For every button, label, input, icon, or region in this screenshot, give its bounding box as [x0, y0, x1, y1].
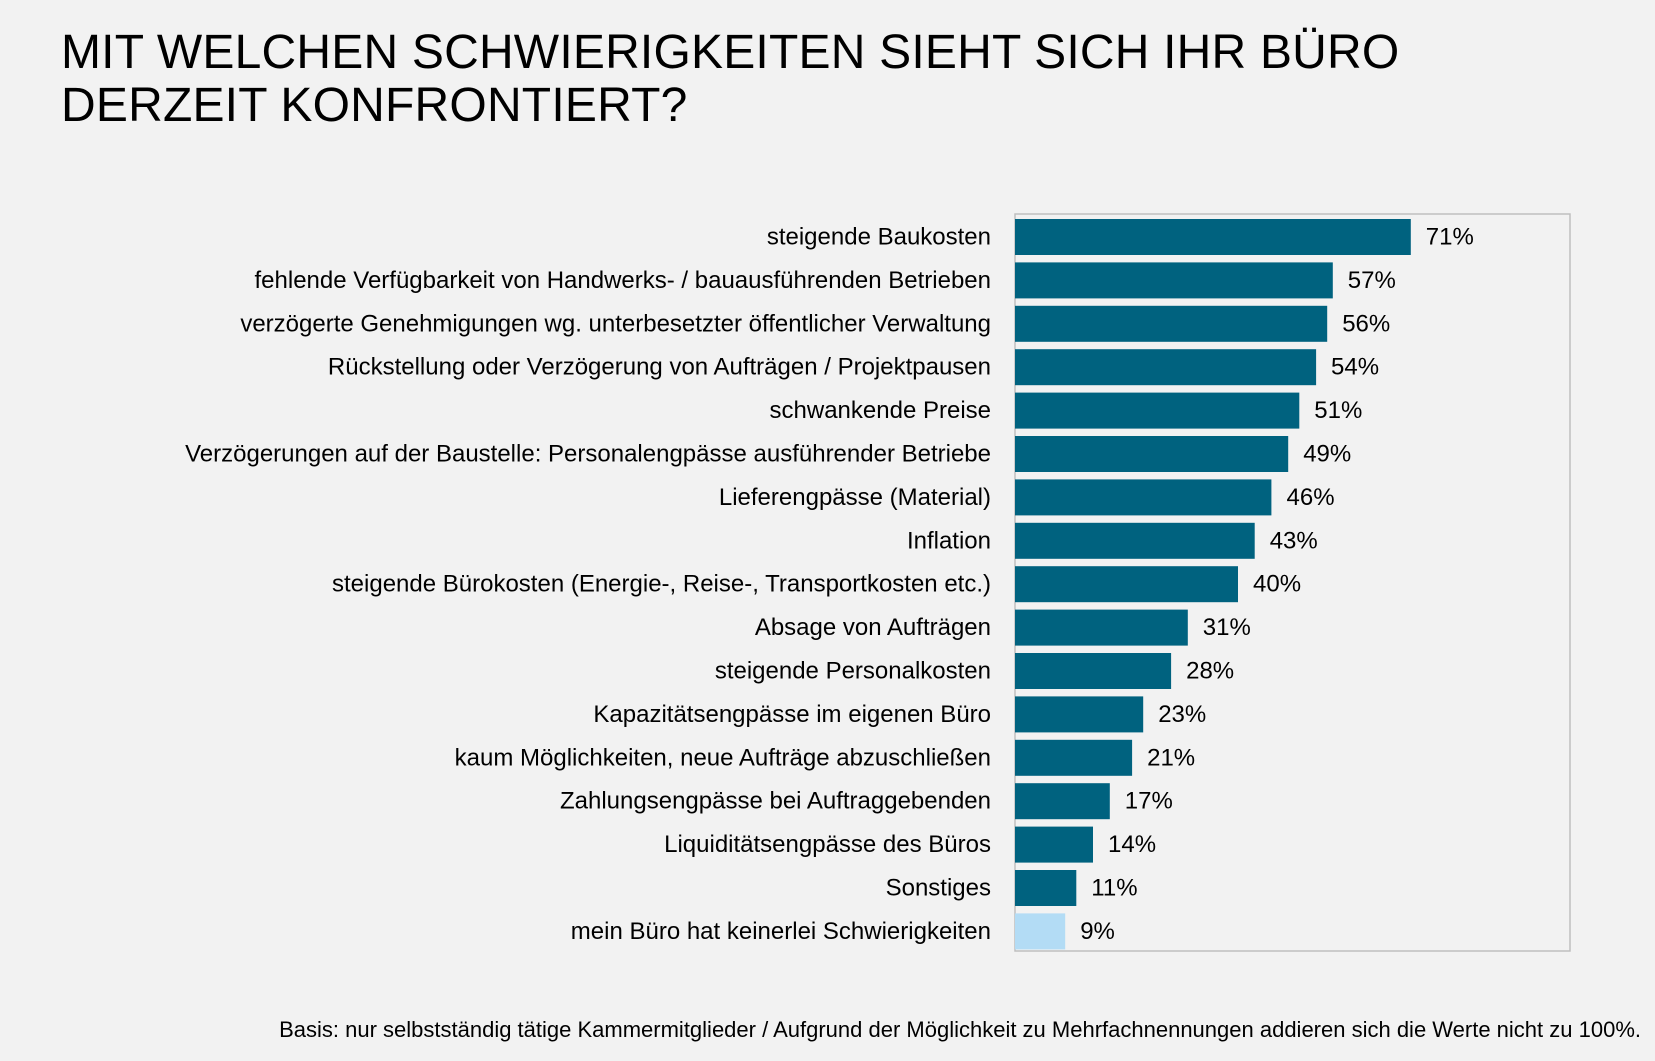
bar: [1015, 566, 1238, 603]
bar: [1015, 609, 1188, 646]
bars-group: [1015, 219, 1411, 950]
chart-title-line-2: DERZEIT KONFRONTIERT?: [61, 79, 688, 132]
category-label: steigende Bürokosten (Energie-, Reise-, …: [332, 571, 991, 598]
bar: [1015, 913, 1066, 950]
value-label: 54%: [1331, 354, 1379, 381]
value-label: 9%: [1080, 918, 1115, 945]
category-label: schwankende Preise: [770, 397, 991, 424]
category-label: mein Büro hat keinerlei Schwierigkeiten: [571, 918, 991, 945]
bar: [1015, 349, 1317, 386]
value-label: 28%: [1186, 658, 1234, 685]
value-label: 49%: [1303, 441, 1351, 468]
category-label: Lieferengpässe (Material): [719, 484, 991, 511]
category-label: verzögerte Genehmigungen wg. unterbesetz…: [240, 310, 991, 337]
value-label: 40%: [1253, 571, 1301, 598]
bar: [1015, 870, 1077, 906]
value-label: 43%: [1270, 527, 1318, 554]
bar: [1015, 479, 1272, 516]
value-label: 46%: [1287, 484, 1335, 511]
category-label: Zahlungsengpässe bei Auftraggebenden: [560, 788, 991, 815]
category-label: Kapazitätsengpässe im eigenen Büro: [593, 701, 991, 728]
category-label: Rückstellung oder Verzögerung von Aufträ…: [328, 354, 991, 381]
bar: [1015, 653, 1172, 689]
category-label: Sonstiges: [886, 875, 991, 902]
value-label: 31%: [1203, 614, 1251, 641]
bar: [1015, 696, 1144, 733]
bar: [1015, 219, 1411, 255]
value-label: 14%: [1108, 831, 1156, 858]
bar: [1015, 739, 1133, 776]
bar: [1015, 262, 1333, 299]
bar: [1015, 522, 1255, 559]
category-label: steigende Baukosten: [767, 224, 991, 251]
chart-title-line-1: MIT WELCHEN SCHWIERIGKEITEN SIEHT SICH I…: [61, 26, 1400, 79]
value-label: 51%: [1314, 397, 1362, 424]
bar: [1015, 783, 1110, 820]
bar: [1015, 305, 1328, 342]
value-label: 71%: [1426, 224, 1474, 251]
category-label: steigende Personalkosten: [715, 658, 991, 685]
value-label: 57%: [1348, 267, 1396, 294]
value-labels-group: 71% 57% 56% 54% 51% 49% 46% 43% 40%31% 28% 23% 21% 1…: [1080, 224, 1474, 945]
category-label: Inflation: [907, 527, 991, 554]
bar: [1015, 436, 1289, 472]
category-label: Absage von Aufträgen: [755, 614, 991, 641]
value-label: 21%: [1147, 744, 1195, 771]
chart-title: MIT WELCHEN SCHWIERIGKEITEN SIEHT SICH I…: [61, 26, 1561, 132]
bar: [1015, 392, 1300, 429]
footnote: Basis: nur selbstständig tätige Kammermi…: [279, 1017, 1641, 1042]
category-labels-group: steigende Baukosten fehlende Verfügbarkei…: [185, 224, 991, 945]
value-label: 56%: [1342, 310, 1390, 337]
value-label: 17%: [1125, 788, 1173, 815]
category-label: fehlende Verfügbarkeit von Handwerks- / …: [255, 267, 992, 294]
category-label: Liquiditätsengpässe des Büros: [664, 831, 991, 858]
value-label: 11%: [1091, 875, 1137, 902]
value-label: 23%: [1158, 701, 1206, 728]
bar: [1015, 826, 1093, 863]
category-label: Verzögerungen auf der Baustelle: Persona…: [185, 441, 991, 468]
category-label: kaum Möglichkeiten, neue Aufträge abzusc…: [455, 744, 991, 771]
